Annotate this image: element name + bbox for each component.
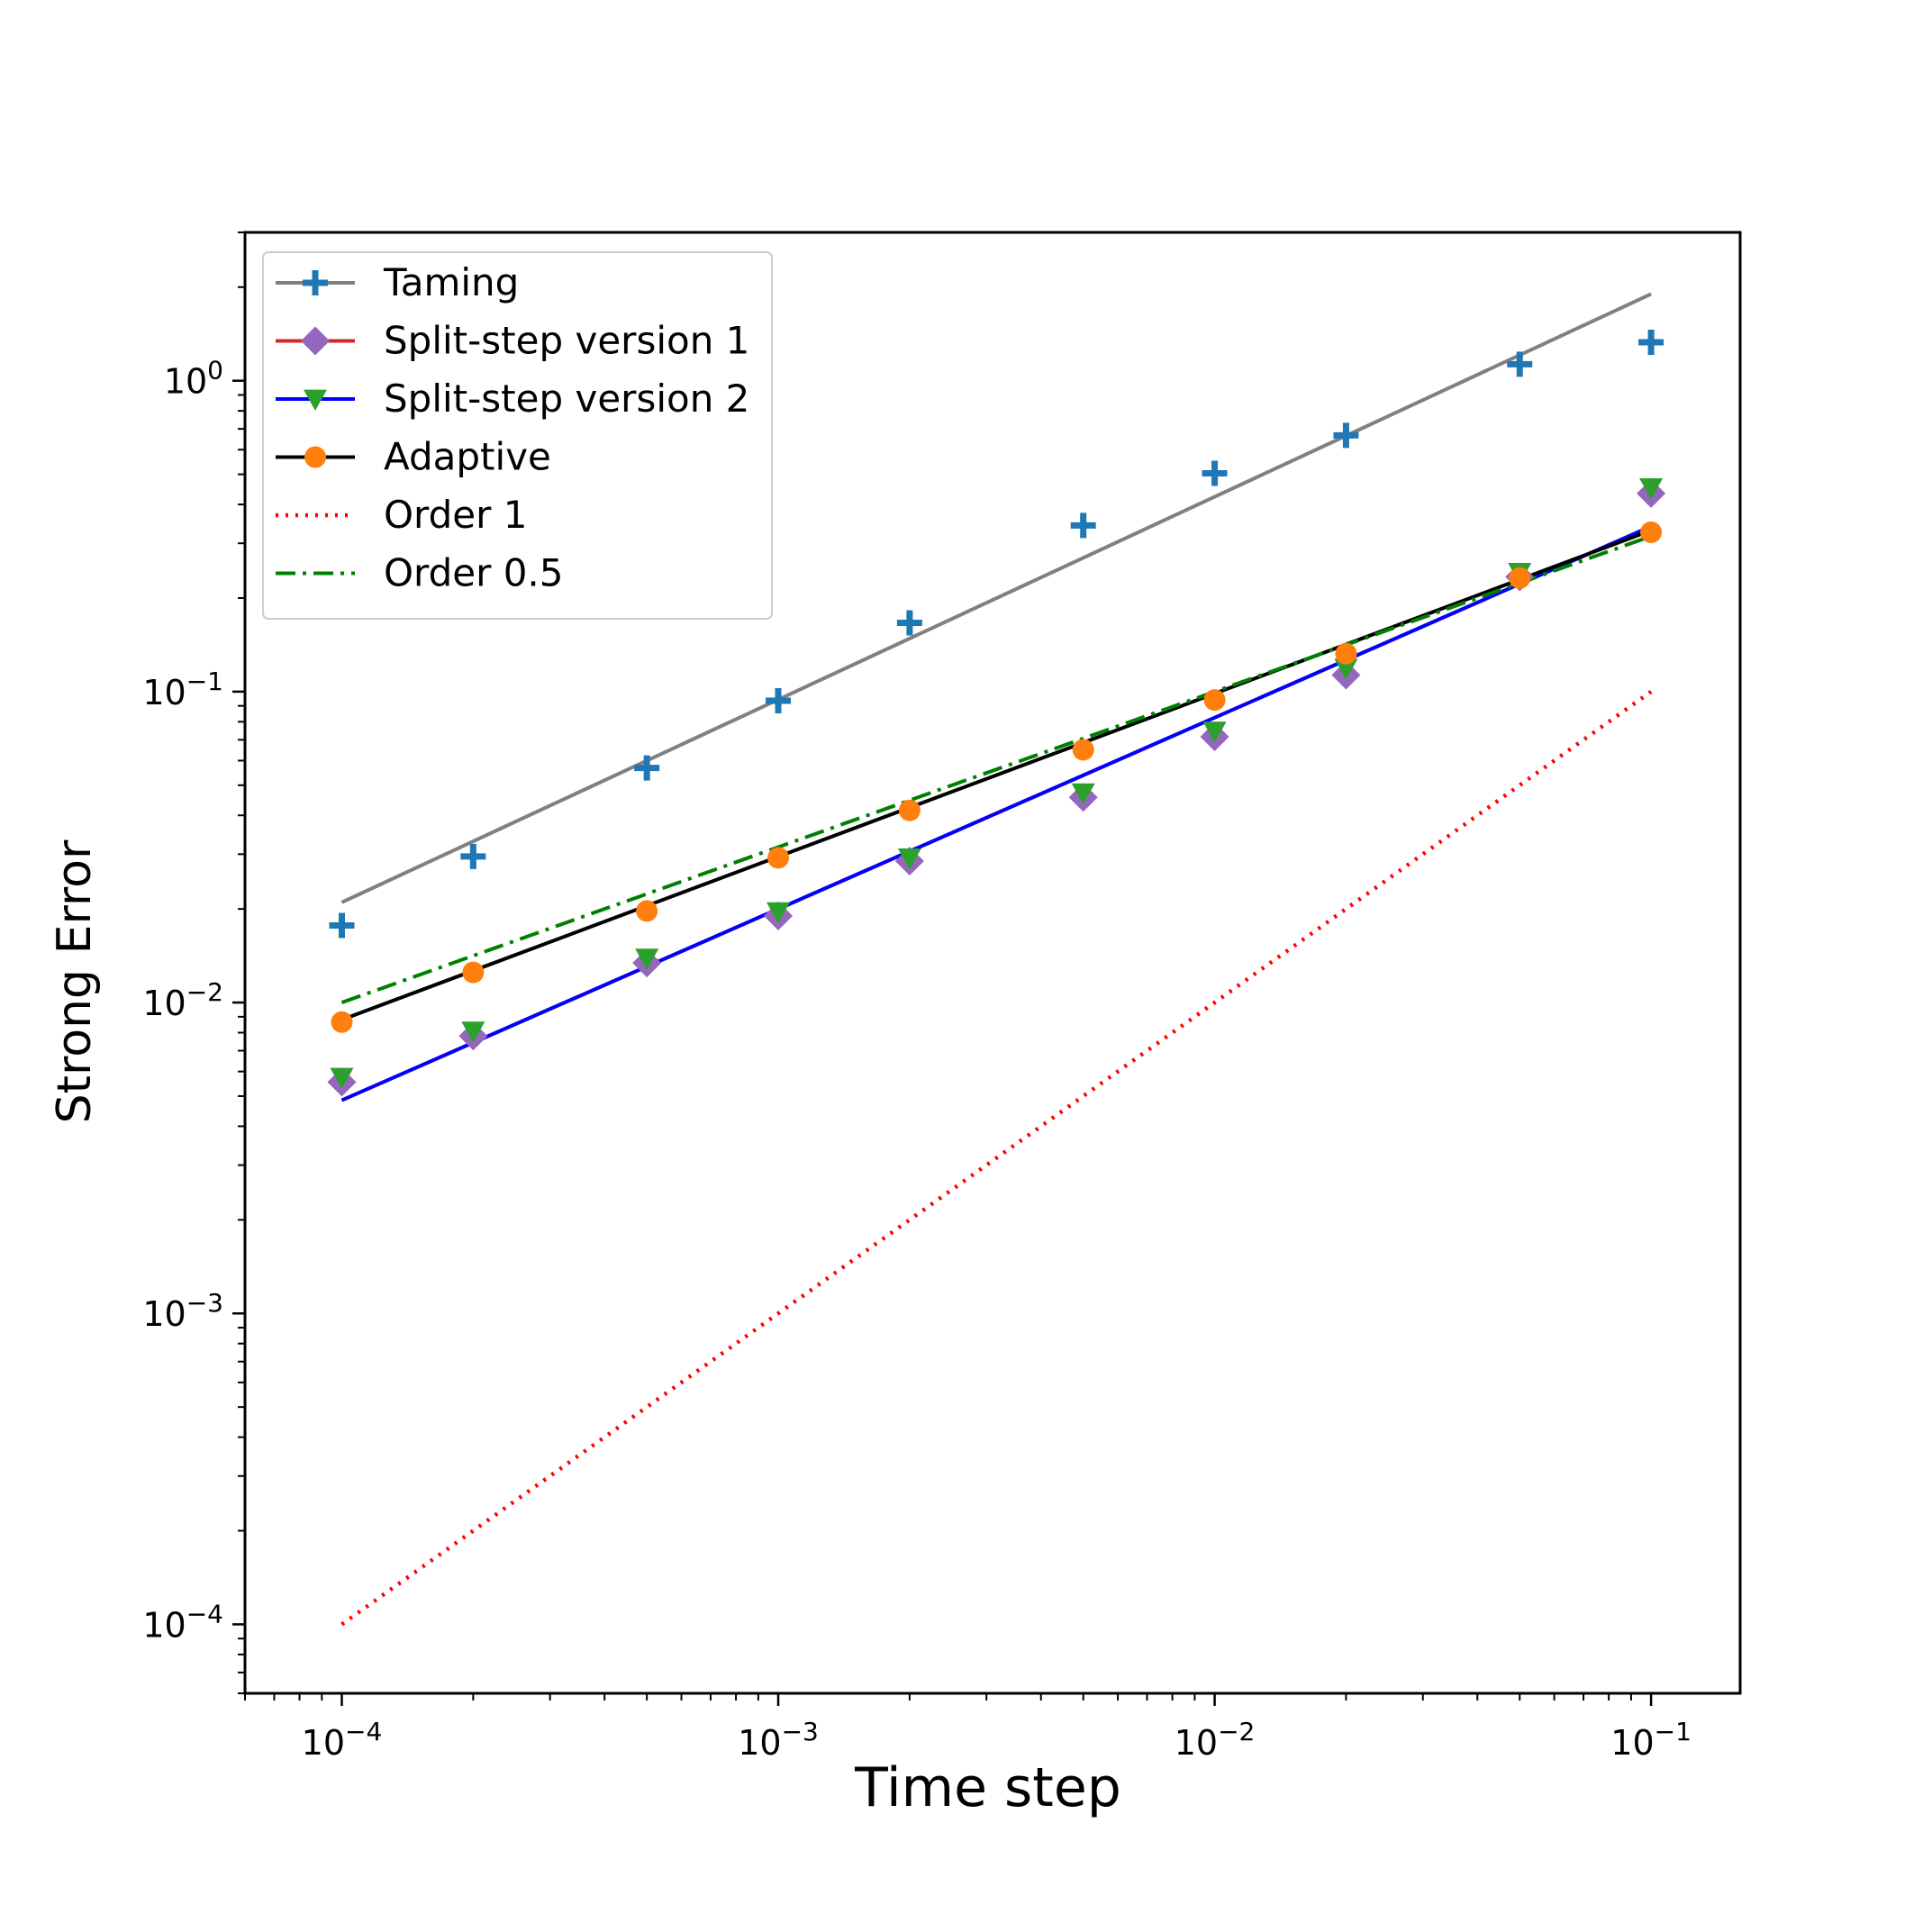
x-tick-label: 10−4: [302, 1717, 383, 1763]
data-point-split-step-version-2: [766, 902, 791, 924]
data-point-adaptive: [1203, 689, 1226, 712]
series-line-order-0-5: [340, 534, 1652, 1004]
series-split-step-version-2: [340, 524, 1652, 1102]
data-point-adaptive: [1640, 521, 1663, 543]
legend-entry-adaptive: Adaptive: [276, 435, 551, 479]
data-point-adaptive: [462, 961, 485, 984]
legend-entry-taming: Taming: [276, 260, 519, 304]
data-point-split-step-version-2: [1202, 721, 1227, 743]
legend-marker: [304, 446, 326, 468]
data-point-split-step-version-2: [461, 1021, 485, 1043]
legend-label: Taming: [383, 260, 519, 304]
x-axis: 10−4 10−3 10−2 10−1: [244, 1693, 1692, 1763]
x-tick-label: 10−1: [1610, 1717, 1692, 1763]
axes-frame: [243, 231, 1742, 1695]
series-line-taming: [340, 292, 1652, 904]
legend-entry-order-0-5: Order 0.5: [276, 551, 564, 595]
y-tick-label: 100: [164, 356, 223, 402]
data-point-taming: [329, 912, 355, 939]
series-markers-split-step-version-2: [330, 478, 1664, 1090]
data-point-taming: [1202, 460, 1228, 486]
data-point-split-step-version-2: [1639, 478, 1664, 500]
data-point-adaptive: [898, 799, 921, 821]
data-point-split-step-version-2: [897, 848, 921, 870]
data-point-adaptive: [636, 900, 658, 922]
series-line-split-step-version-2: [340, 524, 1652, 1102]
legend-label: Adaptive: [384, 435, 551, 479]
series-markers-taming: [329, 329, 1664, 939]
data-point-split-step-version-2: [1071, 783, 1095, 805]
legend-label: Split-step version 2: [384, 376, 749, 421]
y-tick-label: 10−3: [142, 1288, 223, 1334]
plot-area: [327, 292, 1666, 1627]
x-tick-label: 10−2: [1175, 1717, 1256, 1763]
legend-label: Split-step version 1: [384, 319, 749, 363]
series-order-0-5: [340, 534, 1652, 1004]
legend-marker: [304, 389, 327, 411]
series-taming: [340, 292, 1652, 904]
legend: Taming Split-step version 1 Split-step ver…: [262, 251, 773, 620]
series-adaptive: [340, 529, 1652, 1022]
data-point-taming: [1070, 512, 1096, 539]
series-line-adaptive: [340, 529, 1652, 1022]
data-point-taming: [634, 755, 660, 781]
data-point-adaptive: [767, 847, 790, 869]
legend-marker: [303, 270, 328, 295]
data-point-taming: [896, 610, 922, 636]
legend-entry-split-step-version-2: Split-step version 2: [276, 376, 749, 421]
y-tick-label: 10−4: [142, 1599, 223, 1645]
data-point-taming: [1333, 422, 1359, 449]
legend-box: [262, 251, 773, 620]
x-tick-label: 10−3: [738, 1717, 819, 1763]
data-point-taming: [766, 687, 792, 713]
data-point-adaptive: [1072, 739, 1094, 761]
y-axis: 10−4 10−3 10−2 10−1 100: [142, 231, 245, 1694]
data-point-taming: [460, 843, 486, 869]
data-point-adaptive: [1335, 642, 1357, 665]
data-point-split-step-version-2: [330, 1067, 354, 1090]
series-order-1: [340, 690, 1653, 1627]
y-axis-title: Strong Error: [48, 839, 102, 1123]
y-tick-label: 10−2: [142, 977, 223, 1023]
data-point-adaptive: [331, 1011, 353, 1033]
data-point-split-step-version-2: [1334, 658, 1358, 680]
x-axis-title: Time step: [854, 1756, 1121, 1819]
legend-entry-order-1: Order 1: [276, 493, 527, 537]
y-tick-label: 10−1: [142, 667, 223, 712]
data-point-taming: [1507, 351, 1533, 377]
series-markers-adaptive: [331, 521, 1663, 1033]
data-point-split-step-version-2: [635, 948, 659, 970]
legend-label: Order 1: [384, 493, 527, 537]
legend-entry-split-step-version-1: Split-step version 1: [276, 319, 749, 363]
data-point-adaptive: [1509, 567, 1531, 589]
legend-label: Order 0.5: [384, 551, 564, 595]
series-line-order-1: [340, 690, 1653, 1627]
data-point-taming: [1638, 329, 1664, 355]
legend-marker: [301, 326, 330, 356]
